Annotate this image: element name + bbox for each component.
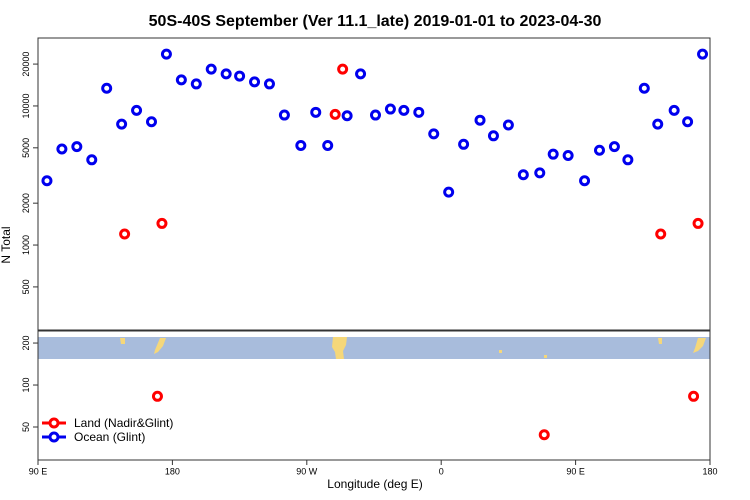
point [337, 63, 349, 75]
point [668, 104, 680, 116]
point [56, 143, 68, 155]
point [655, 228, 667, 240]
point [263, 78, 275, 90]
point [547, 148, 559, 160]
y-tick-label: 2000 [21, 193, 31, 213]
point [697, 48, 709, 60]
point [145, 116, 157, 128]
point [369, 109, 381, 121]
x-tick-label: 180 [165, 466, 180, 476]
point [355, 68, 367, 80]
point [534, 167, 546, 179]
x-tick-label: 90 E [29, 466, 48, 476]
y-tick-label: 500 [21, 279, 31, 294]
point [638, 82, 650, 94]
point [579, 175, 591, 187]
point [517, 169, 529, 181]
point [86, 154, 98, 166]
x-tick-label: 180 [702, 466, 717, 476]
point [234, 70, 246, 82]
y-tick-label: 100 [21, 378, 31, 393]
legend-marker [48, 431, 60, 443]
point [487, 130, 499, 142]
point [652, 118, 664, 130]
x-axis-label: Longitude (deg E) [327, 477, 422, 491]
y-tick-label: 50 [21, 422, 31, 432]
legend-marker [48, 417, 60, 429]
point [682, 116, 694, 128]
map-strip [38, 337, 710, 359]
top-panel: 500 1000 2000 5000 10000 20000 [21, 48, 709, 294]
x-tick-label: 0 [439, 466, 444, 476]
point [502, 119, 514, 131]
point [131, 104, 143, 116]
point [398, 104, 410, 116]
point [220, 68, 232, 80]
point [295, 139, 307, 151]
point [116, 118, 128, 130]
legend-label: Ocean (Glint) [74, 430, 145, 444]
point [688, 390, 700, 402]
point [101, 82, 113, 94]
point [329, 108, 341, 120]
point [622, 154, 634, 166]
point [249, 76, 261, 88]
point [608, 141, 620, 153]
chart-title: 50S-40S September (Ver 11.1_late) 2019-0… [149, 13, 602, 30]
point [190, 78, 202, 90]
legend-label: Land (Nadir&Glint) [74, 416, 173, 430]
point [205, 63, 217, 75]
y-axis-label: N Total [0, 226, 13, 263]
y-tick-label: 1000 [21, 235, 31, 255]
bottom-frame [37, 330, 711, 461]
point [160, 48, 172, 60]
point [278, 109, 290, 121]
point [538, 429, 550, 441]
x-tick-label: 90 E [566, 466, 585, 476]
point [413, 106, 425, 118]
point [310, 106, 322, 118]
point [384, 103, 396, 115]
point [428, 128, 440, 140]
point [341, 110, 353, 122]
point [692, 217, 704, 229]
point [119, 228, 131, 240]
point [71, 141, 83, 153]
y-tick-label: 5000 [21, 138, 31, 158]
point [151, 390, 163, 402]
point [443, 186, 455, 198]
point [474, 114, 486, 126]
point [562, 150, 574, 162]
point [322, 139, 334, 151]
bottom-panel: 50 100 200 90 E 180 90 W 0 90 E 180 Land (Nadir&G… [21, 336, 718, 477]
point [175, 74, 187, 86]
point [458, 138, 470, 150]
x-tick-label: 90 W [296, 466, 318, 476]
y-tick-label: 20000 [21, 52, 31, 77]
point [156, 217, 168, 229]
point [41, 175, 53, 187]
top-frame [37, 37, 711, 331]
y-tick-label: 200 [21, 336, 31, 351]
y-tick-label: 10000 [21, 93, 31, 118]
point [593, 144, 605, 156]
